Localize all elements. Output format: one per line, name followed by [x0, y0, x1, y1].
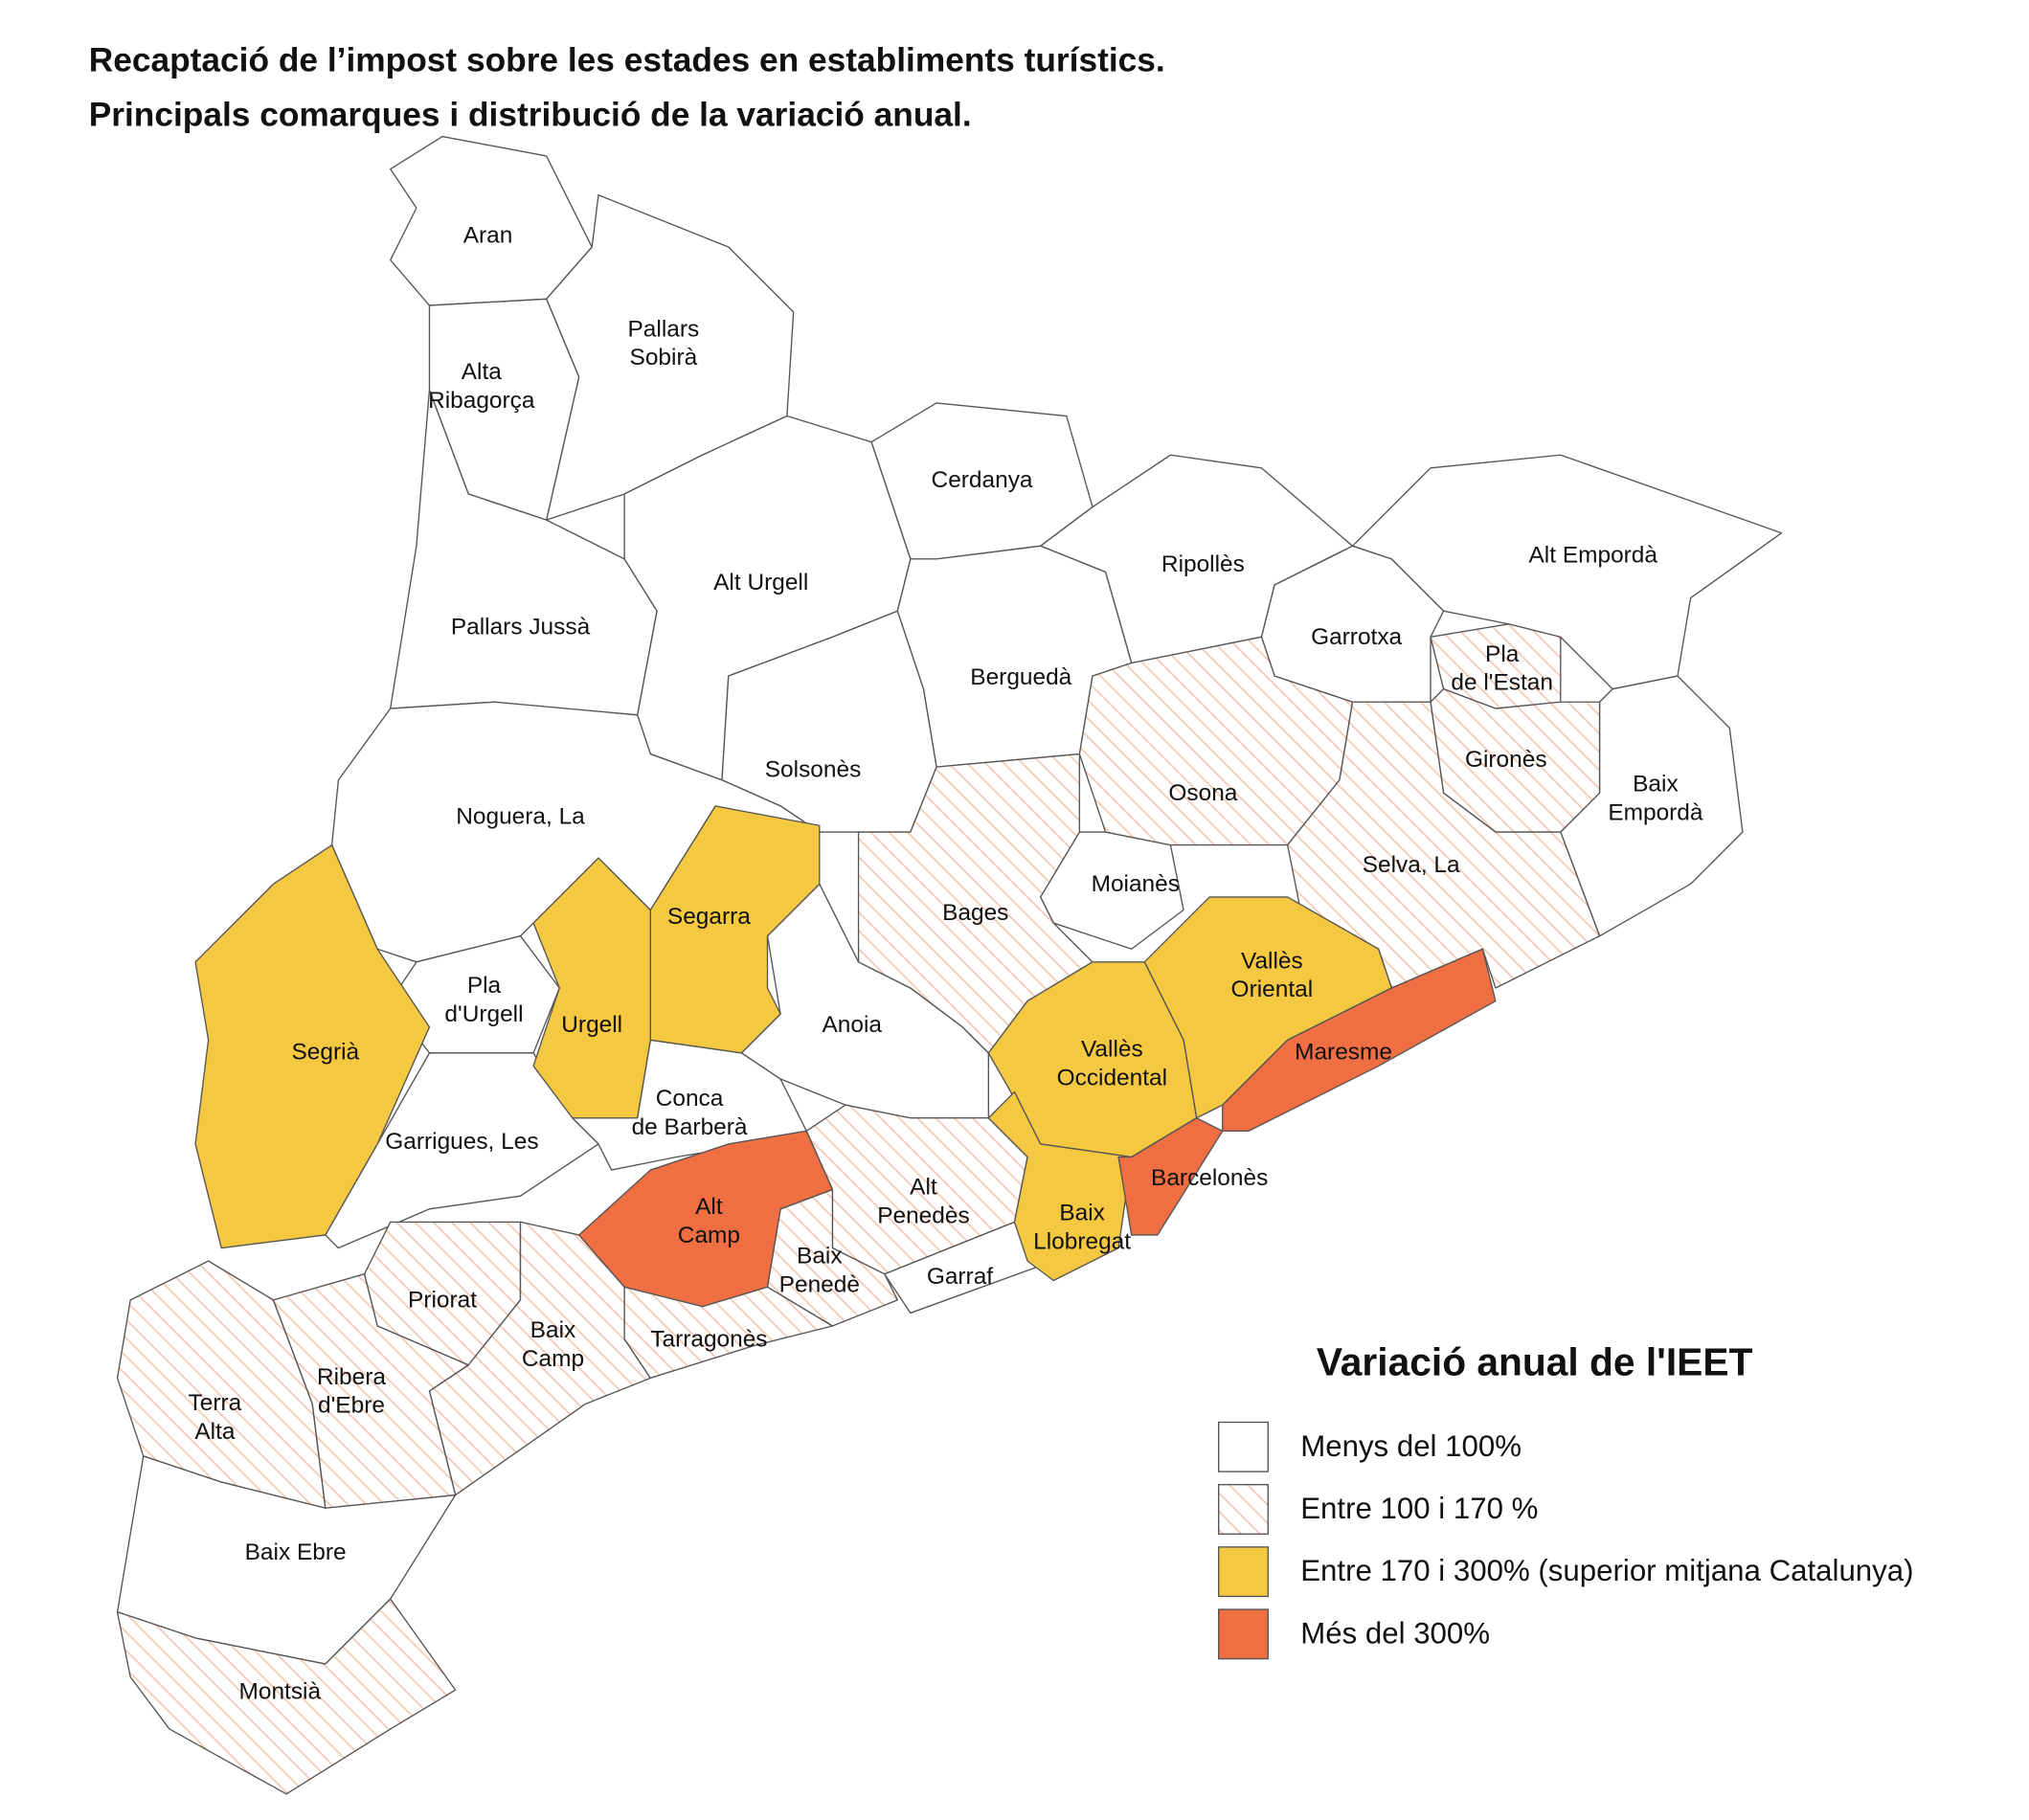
region-label: Conca — [656, 1086, 724, 1112]
region — [1222, 948, 1497, 1133]
region-label: Garrotxa — [1311, 624, 1402, 650]
region — [649, 805, 821, 1054]
region-label: Garrigues, Les — [385, 1129, 538, 1155]
legend-swatch — [1218, 1546, 1269, 1598]
region-label: Segrià — [292, 1039, 360, 1065]
region-label: Empordà — [1608, 799, 1703, 825]
region-label: Camp — [522, 1346, 584, 1372]
region-label: Alt Urgell — [713, 570, 808, 595]
region-label: Alt Empordà — [1529, 543, 1658, 569]
region-label: Alta — [194, 1419, 236, 1445]
region-label: Camp — [678, 1223, 740, 1248]
region-label: d'Urgell — [444, 1001, 523, 1027]
region-label: Ribagorça — [428, 388, 535, 414]
title: Recaptació de l’impost sobre les estades… — [89, 42, 1165, 79]
region-label: Barcelonès — [1151, 1165, 1268, 1191]
region-label: Urgell — [561, 1012, 622, 1038]
region-label: Anoia — [823, 1012, 883, 1038]
region-label: Maresme — [1295, 1039, 1392, 1065]
region-label: Solsonès — [765, 757, 862, 783]
region-label: Noguera, La — [456, 804, 585, 830]
region-label: Segarra — [667, 904, 751, 930]
region-label: Selva, La — [1363, 852, 1460, 878]
legend-swatch — [1218, 1608, 1269, 1660]
region-label: Alt — [910, 1175, 937, 1201]
region — [857, 753, 1093, 1054]
region-label: Baix — [1633, 772, 1679, 798]
title: Principals comarques i distribució de la… — [89, 97, 972, 134]
legend-label: Entre 170 i 300% (superior mitjana Catal… — [1300, 1554, 1913, 1587]
region — [987, 1090, 1133, 1282]
region-label: Vallès — [1081, 1037, 1143, 1063]
region-label: Penedè — [779, 1271, 860, 1297]
region-label: Vallès — [1241, 948, 1303, 974]
legend-swatch — [1218, 1483, 1269, 1535]
region-label: Ribera — [317, 1364, 386, 1390]
region-label: Baix Ebre — [245, 1539, 347, 1565]
region-label: Pallars Jussà — [451, 614, 591, 640]
region — [577, 1130, 834, 1308]
region — [1117, 1117, 1224, 1236]
region-label: Cerdanya — [932, 467, 1033, 493]
legend-title: Variació anual de l'IEET — [1317, 1340, 1753, 1384]
region-label: Montsià — [239, 1678, 322, 1704]
region-label: Sobirà — [630, 345, 698, 371]
region-label: Priorat — [408, 1288, 477, 1314]
region-label: Penedès — [877, 1202, 969, 1228]
region-label: Pallars — [628, 316, 700, 342]
region-label: de l'Estan — [1451, 670, 1553, 696]
region-label: Osona — [1168, 780, 1237, 806]
region-label: Alt — [695, 1194, 723, 1220]
region — [116, 1598, 457, 1795]
region-label: Baix — [530, 1317, 576, 1343]
legend-label: Menys del 100% — [1300, 1429, 1522, 1463]
region-label: Occidental — [1057, 1065, 1167, 1090]
region-label: Aran — [463, 223, 513, 249]
region-label: Pla — [1485, 641, 1520, 667]
region — [532, 857, 651, 1119]
region-label: Berguedà — [970, 664, 1071, 690]
region — [1286, 701, 1601, 989]
region-label: Alta — [462, 359, 503, 385]
region-label: de Barberà — [632, 1114, 748, 1140]
region-label: Ripollès — [1161, 551, 1245, 577]
region-label: Moianès — [1092, 871, 1180, 897]
legend-swatch — [1218, 1421, 1269, 1472]
region-label: Llobregat — [1033, 1229, 1131, 1255]
region-label: Tarragonès — [650, 1326, 767, 1352]
region-label: Bages — [942, 900, 1008, 926]
region-label: Pla — [467, 973, 502, 999]
region-label: Baix — [1059, 1201, 1105, 1226]
region-label: Gironès — [1465, 747, 1547, 773]
region — [272, 1273, 469, 1509]
region — [390, 135, 593, 306]
region-label: Garraf — [927, 1264, 993, 1290]
legend-label: Més del 300% — [1300, 1616, 1490, 1650]
region — [194, 843, 431, 1249]
region-label: Oriental — [1231, 977, 1314, 1002]
region-label: Baix — [797, 1244, 843, 1270]
legend-label: Entre 100 i 170 % — [1300, 1492, 1538, 1525]
region-label: d'Ebre — [318, 1393, 385, 1419]
region-label: Terra — [189, 1390, 242, 1416]
